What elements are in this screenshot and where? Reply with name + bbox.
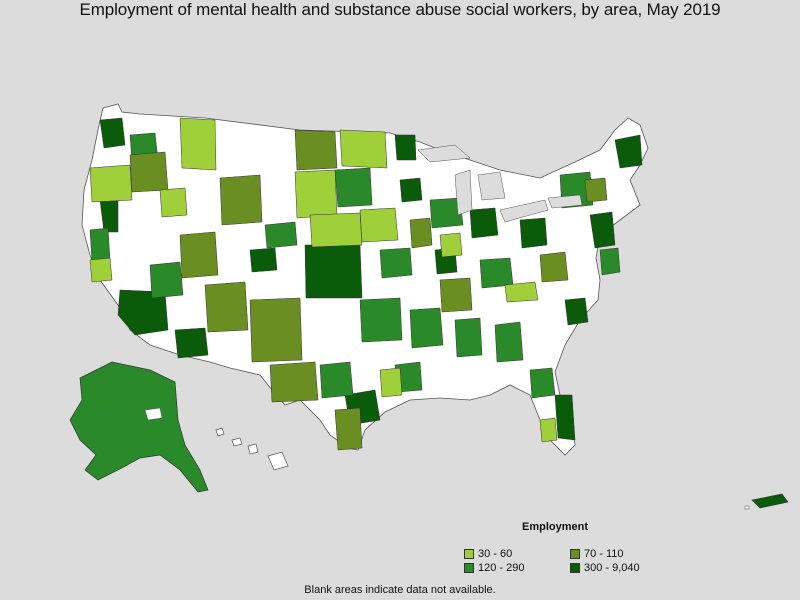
legend-swatch	[570, 563, 580, 573]
legend-item-30-60: 30 - 60	[464, 548, 512, 560]
puerto-rico-shape	[751, 493, 789, 509]
areas-300-9040	[99, 117, 643, 441]
legend-label: 30 - 60	[478, 548, 513, 560]
alaska-blank-area	[144, 407, 163, 421]
areas-120-290	[89, 132, 621, 399]
legend-item-70-110: 70 - 110	[570, 548, 624, 560]
legend-label: 120 - 290	[478, 562, 525, 574]
legend-label: 70 - 110	[584, 548, 624, 560]
areas-30-60	[89, 117, 558, 443]
legend-swatch	[464, 563, 474, 573]
hawaii-islands	[215, 427, 289, 471]
virgin-islands-shape	[744, 505, 750, 510]
alaska-shape	[69, 361, 209, 493]
legend-item-300-9040: 300 - 9,040	[570, 562, 640, 574]
legend-label: 300 - 9,040	[584, 562, 640, 574]
areas-70-110	[129, 129, 608, 451]
legend-title: Employment	[522, 521, 589, 533]
legend-item-120-290: 120 - 290	[464, 562, 524, 574]
legend-swatch	[464, 549, 474, 559]
footnote: Blank areas indicate data not available.	[304, 584, 496, 596]
map-title: Employment of mental health and substanc…	[79, 0, 721, 19]
legend-swatch	[570, 549, 580, 559]
great-lakes	[417, 144, 583, 223]
